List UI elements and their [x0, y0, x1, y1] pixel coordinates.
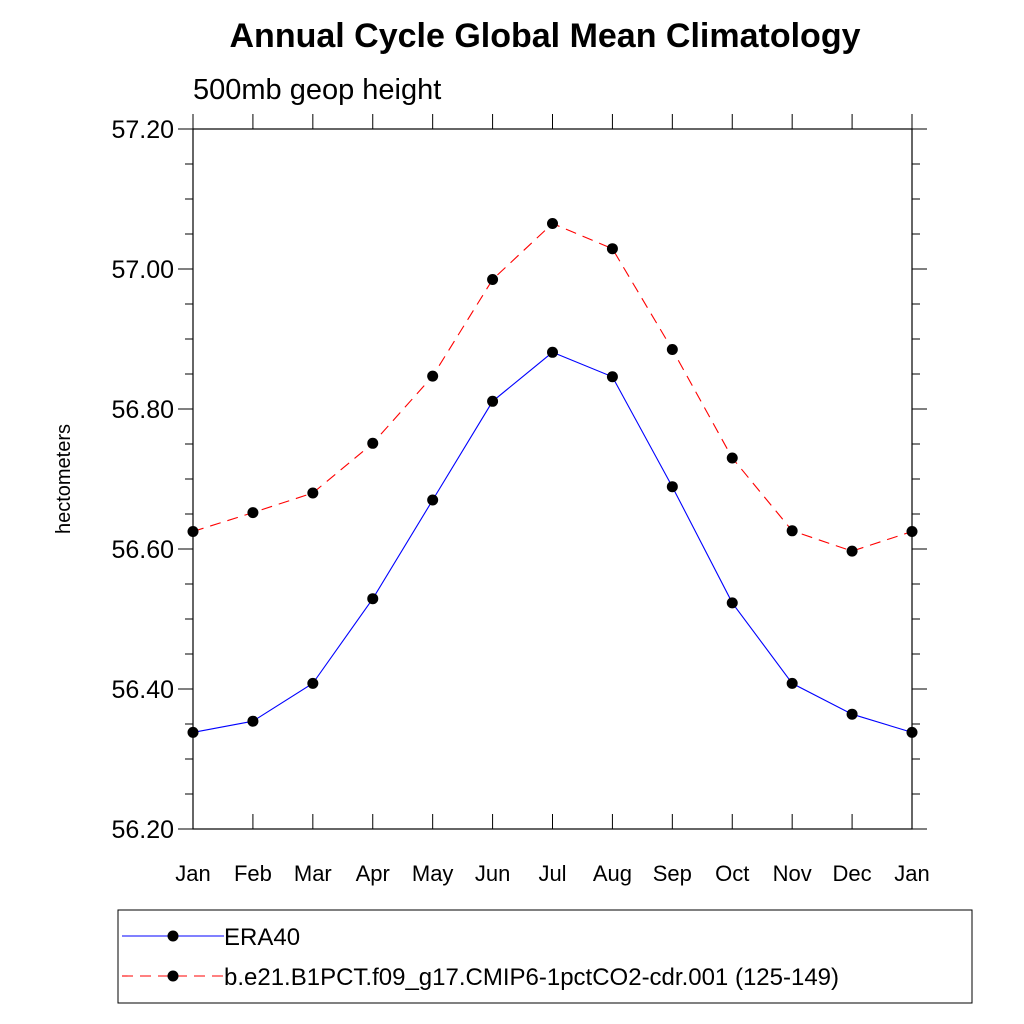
legend-entry-2: b.e21.B1PCT.f09_g17.CMIP6-1pctCO2-cdr.00… [122, 964, 839, 991]
legend-swatch-marker [167, 970, 179, 982]
x-tick-label: Dec [833, 861, 872, 886]
data-point [247, 715, 259, 727]
series-line-2 [192, 222, 913, 552]
data-point [307, 677, 319, 689]
x-tick-label: Jan [894, 861, 929, 886]
legend-label: b.e21.B1PCT.f09_g17.CMIP6-1pctCO2-cdr.00… [224, 964, 839, 991]
x-tick-label: Sep [653, 861, 692, 886]
data-point [487, 395, 499, 407]
x-tick-label: Apr [356, 861, 390, 886]
data-point [547, 218, 558, 229]
data-point [427, 370, 439, 382]
data-point [307, 487, 319, 499]
plot-area-border [192, 128, 913, 830]
data-point [906, 726, 918, 738]
x-tick-label: Oct [715, 861, 749, 886]
chart-title: Annual Cycle Global Mean Climatology [230, 17, 861, 55]
data-point [187, 526, 199, 537]
axis-ticks [178, 114, 927, 830]
data-point [367, 593, 379, 605]
series-1 [187, 346, 918, 738]
y-tick-label: 57.20 [111, 116, 174, 144]
y-tick-label: 56.80 [111, 396, 174, 424]
series-layer [187, 218, 918, 738]
y-tick-label: 56.40 [111, 676, 174, 704]
x-tick-label: Mar [294, 861, 332, 886]
x-tick-label: Jun [475, 861, 510, 886]
series-line-1 [192, 351, 913, 733]
data-point [427, 494, 439, 506]
data-point [666, 481, 678, 493]
x-tick-label: Jan [175, 861, 210, 886]
data-point [367, 437, 379, 449]
legend-box [117, 909, 973, 1004]
x-tick-label: May [412, 861, 454, 886]
chart-subtitle: 500mb geop height [193, 74, 441, 106]
legend-swatch-marker [167, 930, 179, 942]
data-point [606, 243, 618, 255]
legend-label: ERA40 [224, 924, 300, 951]
x-tick-label: Jul [538, 861, 566, 886]
data-point [487, 274, 499, 285]
y-tick-label: 57.00 [111, 256, 174, 284]
series-2 [187, 218, 918, 557]
y-axis-label: hectometers [53, 424, 75, 534]
y-tick-label: 56.20 [111, 816, 174, 844]
data-point [666, 344, 678, 355]
data-point [547, 346, 558, 358]
data-point [247, 507, 259, 519]
data-point [846, 708, 858, 720]
data-point [786, 677, 798, 689]
x-tick-labels: Jan Feb Mar Apr May Jun Jul Aug Sep Oct Nov Dec Jan [175, 861, 929, 886]
x-tick-label: Feb [234, 861, 272, 886]
x-tick-label: Nov [773, 861, 812, 886]
data-point [906, 526, 918, 537]
legend: ERA40 b.e21.B1PCT.f09_g17.CMIP6-1pctCO2-c… [122, 924, 839, 991]
y-tick-labels: 56.20 56.40 56.60 56.80 57.00 57.20 [111, 116, 174, 844]
data-point [786, 525, 798, 537]
data-point [726, 597, 738, 609]
data-point [187, 726, 199, 738]
legend-entry-1: ERA40 [122, 924, 300, 951]
data-point [726, 452, 738, 464]
data-point [846, 545, 858, 557]
data-point [606, 371, 618, 383]
x-tick-label: Aug [593, 861, 632, 886]
y-tick-label: 56.60 [111, 536, 174, 564]
